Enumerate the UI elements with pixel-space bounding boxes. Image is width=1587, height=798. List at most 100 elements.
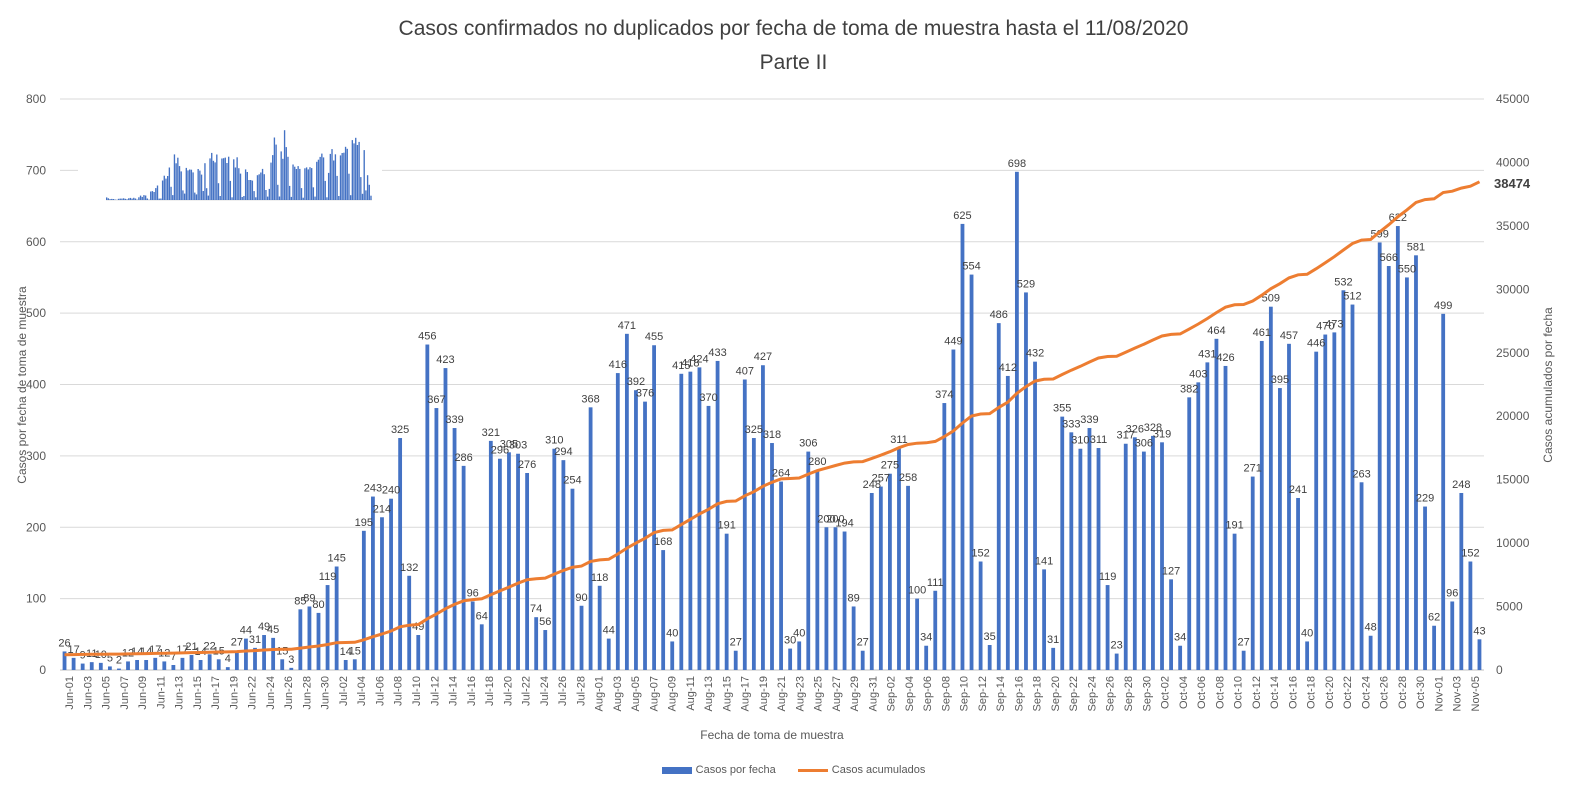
bar xyxy=(561,460,566,670)
bar xyxy=(1450,601,1455,670)
bar xyxy=(1078,448,1083,670)
x-tick-label: Jun-19 xyxy=(228,676,240,710)
bar-value-label: 407 xyxy=(736,366,754,378)
x-axis: Jun-01 Jun-03 Jun-05 Jun-07 Jun-09 Jun-11 Jun-… xyxy=(64,676,1482,711)
thumb-bar xyxy=(258,174,260,200)
thumb-bar xyxy=(183,193,186,200)
bar-value-label: 355 xyxy=(1053,403,1071,415)
bar xyxy=(98,662,103,670)
thumb-bar xyxy=(119,198,121,200)
thumb-bar xyxy=(180,171,182,200)
bar-value-label: 403 xyxy=(1189,368,1207,380)
bar xyxy=(443,368,448,670)
thumb-bar xyxy=(217,183,220,200)
thumb-bar xyxy=(200,174,203,200)
bar xyxy=(516,453,520,670)
bar-value-label: 566 xyxy=(1380,252,1398,264)
bar-value-label: 43 xyxy=(1473,625,1485,637)
x-tick-label: Sep-16 xyxy=(1013,676,1025,711)
thumb-bar xyxy=(265,190,267,200)
bar xyxy=(588,407,593,670)
x-tick-label: Jul-16 xyxy=(466,676,478,706)
x-axis-label: Fecha de toma de muestra xyxy=(700,728,844,742)
bar-value-label: 321 xyxy=(482,427,500,439)
bar xyxy=(615,373,620,670)
thumb-bar xyxy=(231,197,233,200)
bar-value-label: 427 xyxy=(754,351,772,363)
bar-value-label: 376 xyxy=(636,388,654,400)
bar-value-label: 4 xyxy=(225,653,231,665)
bar xyxy=(1323,334,1328,670)
bar-value-label: 152 xyxy=(971,548,989,560)
bar-value-label: 412 xyxy=(999,362,1017,374)
bar-value-label: 276 xyxy=(518,459,536,471)
bar xyxy=(606,638,611,670)
x-tick-label: Jun-24 xyxy=(265,676,277,710)
bar xyxy=(797,641,802,670)
thumb-bar xyxy=(216,154,218,200)
bar-value-label: 554 xyxy=(962,261,980,273)
bar xyxy=(761,365,765,670)
bar xyxy=(334,566,339,670)
thumb-bar xyxy=(331,149,333,200)
bar-value-label: 85 xyxy=(294,595,306,607)
bar xyxy=(479,624,484,670)
bar-value-label: 26 xyxy=(58,637,70,649)
thumb-bar xyxy=(250,180,252,200)
x-tick-label: Oct-14 xyxy=(1269,676,1281,709)
x-tick-label: Nov-05 xyxy=(1470,676,1482,711)
thumb-bar xyxy=(155,188,157,200)
bar xyxy=(1359,482,1364,670)
bar xyxy=(1395,226,1400,671)
thumb-bar xyxy=(244,169,247,200)
bar xyxy=(733,650,738,670)
bar xyxy=(1096,448,1101,670)
thumb-bar xyxy=(270,162,272,200)
bar-value-label: 200 xyxy=(826,513,844,525)
thumb-bar xyxy=(355,137,357,200)
bar-value-label: 191 xyxy=(1225,520,1243,532)
bar-value-label: 15 xyxy=(276,645,288,657)
bar-value-label: 529 xyxy=(1017,278,1035,290)
bar xyxy=(107,666,112,670)
bar-value-label: 305 xyxy=(500,438,518,450)
x-tick-label: Jul-20 xyxy=(502,676,514,706)
thumb-bar xyxy=(256,175,259,200)
bar-value-label: 35 xyxy=(984,631,996,643)
y2-tick-label: 45000 xyxy=(1496,92,1530,106)
x-tick-label: Sep-02 xyxy=(886,676,898,711)
x-tick-label: Jun-26 xyxy=(283,676,295,710)
thumb-bar xyxy=(327,172,330,200)
bar xyxy=(307,606,312,670)
bar-value-label: 499 xyxy=(1434,300,1452,312)
y-tick-label: 200 xyxy=(26,520,46,534)
thumb-bar xyxy=(144,195,147,200)
bar xyxy=(398,438,403,670)
bar-value-label: 96 xyxy=(1446,587,1458,599)
bar-value-label: 418 xyxy=(681,358,699,370)
y2-tick-label: 0 xyxy=(1496,663,1503,677)
bar xyxy=(624,333,629,670)
thumb-bar xyxy=(121,198,123,200)
x-tick-label: Aug-11 xyxy=(685,676,697,711)
x-tick-label: Sep-14 xyxy=(995,676,1007,711)
x-tick-label: Jun-09 xyxy=(137,676,149,710)
thumb-bar xyxy=(166,176,169,200)
thumb-bar xyxy=(346,148,348,200)
bar-value-label: 456 xyxy=(418,331,436,343)
legend-item-bars: Casos por fecha xyxy=(661,764,776,776)
bar-value-label: 34 xyxy=(920,632,932,644)
x-tick-label: Jun-01 xyxy=(64,676,76,710)
x-tick-label: Oct-10 xyxy=(1233,676,1245,709)
bar-value-label: 152 xyxy=(1461,548,1479,560)
bar xyxy=(724,533,729,670)
thumb-bar xyxy=(106,197,108,200)
bar xyxy=(670,641,675,670)
x-tick-label: Jun-22 xyxy=(247,676,259,710)
bar-value-label: 96 xyxy=(467,587,479,599)
bar-value-label: 21 xyxy=(185,641,197,653)
x-tick-label: Oct-04 xyxy=(1178,676,1190,709)
bar xyxy=(661,550,666,670)
thumb-bar xyxy=(233,159,235,200)
